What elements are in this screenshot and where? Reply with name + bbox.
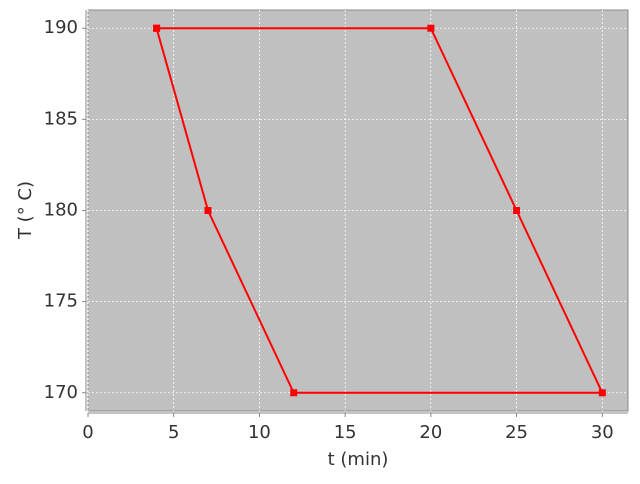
x-tick-label: 30 — [591, 422, 614, 443]
x-tick-label: 10 — [248, 422, 271, 443]
x-tick-label: 15 — [334, 422, 357, 443]
y-tick-label: 170 — [44, 382, 78, 403]
y-tick-label: 185 — [44, 108, 78, 129]
point-marker — [153, 24, 161, 32]
point-marker — [427, 24, 435, 32]
x-axis-label: t (min) — [328, 449, 389, 470]
point-marker — [204, 207, 212, 214]
x-tick-label: 5 — [168, 422, 179, 443]
x-tick-label: 20 — [419, 422, 442, 443]
y-axis-label: T (° C) — [15, 181, 36, 240]
y-tick-label: 175 — [44, 291, 78, 312]
point-marker — [290, 389, 298, 397]
x-tick-label: 25 — [505, 422, 528, 443]
point-marker — [513, 207, 521, 214]
point-marker — [598, 389, 606, 397]
y-tick-label: 190 — [44, 17, 78, 38]
y-tick-label: 180 — [44, 200, 78, 221]
x-tick-label: 0 — [82, 422, 93, 443]
